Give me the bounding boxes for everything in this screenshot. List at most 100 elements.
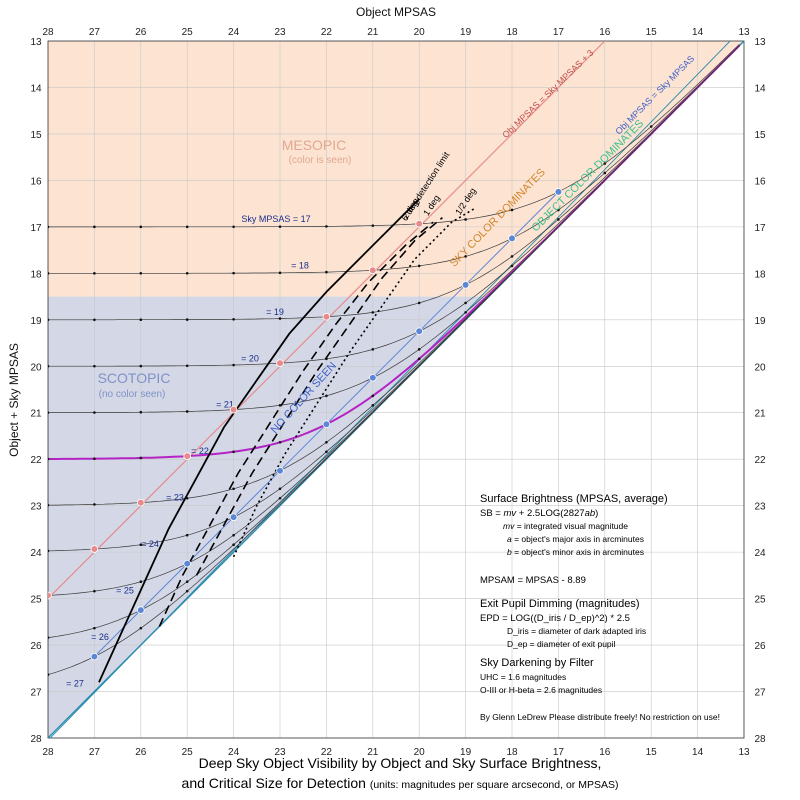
- sky-curve-label: = 27: [66, 679, 84, 689]
- sky-curve-point: [371, 348, 375, 351]
- y-tick-label-left: 15: [30, 130, 42, 141]
- region-label-mesopic: MESOPIC: [282, 137, 347, 153]
- y-tick-label-right: 20: [754, 362, 766, 373]
- sky-curve-point: [48, 364, 50, 368]
- sky-curve-point: [232, 271, 235, 275]
- marker-plus-3: [0, 639, 5, 646]
- sky-curve-label: = 20: [241, 353, 259, 363]
- sky-curve-point: [232, 317, 235, 321]
- sky-curve-point: [48, 549, 50, 553]
- sky-curve-point: [93, 411, 96, 414]
- x-tick-label-bottom: 13: [738, 747, 750, 758]
- sky-curve-point: [185, 589, 189, 593]
- y-tick-label-left: 21: [30, 409, 42, 420]
- marker-plus-3: [322, 312, 331, 321]
- marker-equal: [90, 652, 99, 661]
- x-tick-label-top: 13: [738, 27, 750, 38]
- sky-curve-point: [371, 404, 375, 407]
- sky-curve-point: [278, 440, 282, 444]
- sky-curve-point: [325, 394, 328, 398]
- sky-curve-point: [371, 311, 375, 314]
- y-tick-label-right: 26: [754, 641, 766, 652]
- marker-plus-3: [48, 591, 52, 600]
- x-tick-label-bottom: 20: [414, 747, 426, 758]
- sky-curve-point: [185, 410, 189, 413]
- y-tick-label-left: 16: [30, 176, 42, 187]
- sky-curve-point: [278, 487, 282, 491]
- sky-curve-point: [93, 457, 96, 460]
- sky-curve-point: [48, 318, 50, 322]
- chart-title: Deep Sky Object Visibility by Object and…: [198, 755, 602, 771]
- sky-curve-point: [232, 363, 235, 367]
- sky-curve-point: [185, 271, 189, 275]
- sky-curve-label: = 25: [116, 586, 134, 596]
- x-tick-label-top: 17: [553, 27, 565, 38]
- sky-curve-point: [417, 348, 421, 351]
- sky-curve-point: [232, 225, 235, 229]
- x-tick-label-top: 23: [274, 27, 286, 38]
- x-tick-label-top: 26: [135, 27, 147, 38]
- left-axis-title: Object + Sky MPSAS: [7, 343, 21, 457]
- sky-curve-point: [278, 317, 282, 320]
- sky-curve-label: = 24: [141, 539, 159, 549]
- info-box: Surface Brightness (MPSAS, average) SB =…: [480, 493, 720, 722]
- x-tick-label-bottom: 26: [135, 747, 147, 758]
- y-tick-label-left: 14: [30, 83, 42, 94]
- y-tick-label-left: 27: [30, 688, 42, 699]
- sky-curve-point: [139, 456, 143, 460]
- sky-curve-point: [48, 411, 50, 414]
- y-tick-label-right: 25: [754, 595, 766, 606]
- y-tick-label-right: 15: [754, 130, 766, 141]
- x-tick-label-top: 22: [321, 27, 333, 38]
- filter-oiii: O-III or H-beta = 2.6 magnitudes: [480, 685, 602, 695]
- x-tick-label-bottom: 21: [367, 747, 379, 758]
- sky-curve-point: [232, 450, 235, 454]
- sky-curve-point: [48, 225, 50, 229]
- y-tick-label-right: 14: [754, 83, 766, 94]
- sky-curve-point: [48, 457, 50, 461]
- marker-plus-3: [90, 545, 99, 553]
- sky-curve-point: [464, 311, 467, 314]
- marker-equal: [276, 466, 284, 475]
- sky-curve-point: [510, 255, 514, 258]
- plot-border: [47, 40, 745, 739]
- x-tick-label-bottom: 23: [274, 747, 286, 758]
- epd-formula: EPD = LOG((D_iris / D_ep)^2) * 2.5: [480, 613, 630, 624]
- sky-curve-point: [48, 503, 50, 507]
- sky-curve-point: [417, 357, 421, 361]
- detection-limit-line: [195, 216, 443, 576]
- chart-subtitle: and Critical Size for Detection (units: …: [0, 775, 800, 791]
- sky-curve-point: [185, 364, 189, 368]
- detection-limit-lines: [98, 198, 476, 683]
- sky-curve-point: [232, 543, 235, 547]
- y-tick-label-left: 18: [30, 269, 42, 280]
- axis-ticks: 2828272726262525242423232222212120201919…: [30, 27, 766, 758]
- sky-curve-point: [371, 224, 375, 227]
- y-tick-label-left: 17: [30, 223, 42, 234]
- credit-line: By Glenn LeDrew Please distribute freely…: [480, 712, 720, 722]
- y-tick-label-left: 25: [30, 595, 42, 606]
- y-tick-label-left: 22: [30, 455, 42, 466]
- sky-curve-point: [185, 533, 189, 537]
- sky-curve-point: [139, 225, 143, 229]
- y-tick-label-right: 22: [754, 455, 766, 466]
- sky-curve-point: [185, 496, 189, 500]
- sky-curve-label: = 21: [216, 400, 234, 410]
- x-tick-label-bottom: 27: [89, 747, 101, 758]
- sky-curve-point: [139, 318, 143, 322]
- sky-curve: [48, 44, 740, 274]
- sky-curves: Sky MPSAS = 17 = 18 = 19 = 20 = 21 = 22 = 23 = …: [48, 44, 741, 689]
- sky-curve-point: [139, 543, 143, 547]
- sky-curve-point: [139, 364, 143, 368]
- sky-curve-point: [325, 270, 328, 274]
- sb-formula: SB = mv + 2.5LOG(2827ab): [480, 508, 598, 519]
- x-tick-label-bottom: 19: [460, 747, 472, 758]
- sky-curve-point: [139, 272, 143, 275]
- y-tick-label-right: 16: [754, 176, 766, 187]
- sky-curve-point: [278, 496, 282, 500]
- sky-curve-point: [325, 225, 328, 228]
- x-tick-label-top: 19: [460, 27, 472, 38]
- sb-def-a: a = object's major axis in arcminutes: [507, 534, 644, 544]
- sky-curve-point: [232, 533, 235, 537]
- y-tick-label-right: 13: [754, 37, 766, 48]
